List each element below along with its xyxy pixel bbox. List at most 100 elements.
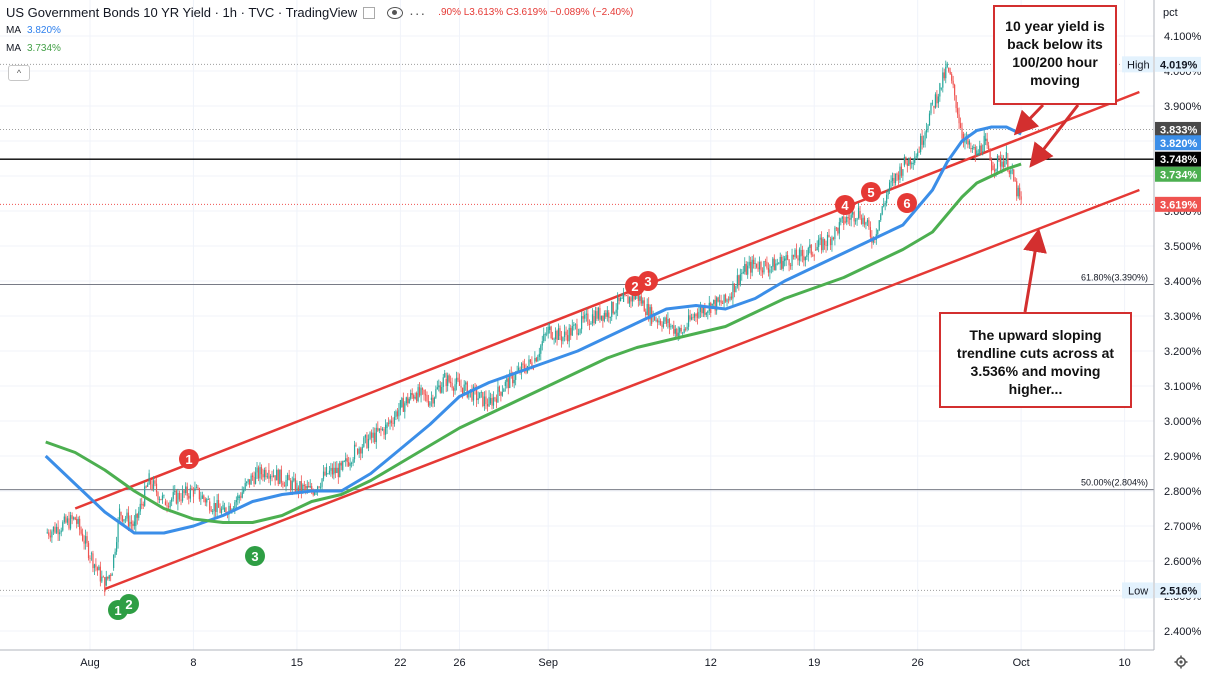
gear-icon[interactable] xyxy=(1174,655,1188,669)
candle-body xyxy=(447,375,449,386)
candle-body xyxy=(707,311,709,313)
candle-body xyxy=(191,488,193,490)
candle-body xyxy=(1017,187,1019,197)
candle-body xyxy=(909,157,911,165)
candle-body xyxy=(1010,170,1012,174)
candle-body xyxy=(327,473,329,475)
candle-body xyxy=(1007,158,1009,171)
moving-averages xyxy=(44,125,1022,535)
candle-body xyxy=(764,261,767,263)
candle-body xyxy=(809,244,811,248)
candle-body xyxy=(414,396,416,399)
candle-body xyxy=(96,567,98,571)
trend-channel[interactable] xyxy=(74,90,1140,591)
candle-body xyxy=(339,462,341,478)
candle-body xyxy=(180,499,182,501)
candle-body xyxy=(905,157,907,164)
candle-body xyxy=(306,486,308,489)
candle-body xyxy=(401,398,403,407)
candle-body xyxy=(646,304,648,316)
candle-body xyxy=(152,480,155,489)
candle-body xyxy=(430,397,433,400)
annotation-top-box[interactable]: 10 year yield is back below its 100/200 … xyxy=(993,5,1117,105)
candle-body xyxy=(704,307,706,315)
candle-body xyxy=(194,488,196,491)
candle-body xyxy=(235,500,237,503)
candle-body xyxy=(268,470,270,479)
candle-body xyxy=(596,311,598,319)
candle-body xyxy=(331,467,333,475)
candle-body xyxy=(77,518,79,524)
candle-body xyxy=(1016,181,1018,197)
candle-body xyxy=(210,510,212,512)
candle-body xyxy=(411,392,413,396)
candle-body xyxy=(241,492,243,498)
candle-body xyxy=(903,157,905,166)
candle-body xyxy=(787,255,789,260)
candle-body xyxy=(423,389,425,395)
candle-body xyxy=(921,135,923,145)
candle-body xyxy=(213,503,215,512)
candle-body xyxy=(677,332,679,337)
ma2-label[interactable]: MA xyxy=(6,43,21,54)
candle-body xyxy=(480,392,482,393)
candle-body xyxy=(167,506,170,508)
y-tick-label: 3.400% xyxy=(1164,276,1202,288)
candle-body xyxy=(263,469,266,478)
candle-body xyxy=(491,397,493,406)
candle-body xyxy=(673,325,675,334)
arrow-to-trendline xyxy=(1023,228,1047,313)
candle-body xyxy=(93,564,96,569)
candle-body xyxy=(492,397,495,406)
candle-body xyxy=(65,516,67,523)
candle-body xyxy=(918,151,920,153)
candle-body xyxy=(742,271,744,274)
candle-body xyxy=(985,138,987,141)
candle-body xyxy=(537,356,539,362)
candle-body xyxy=(840,218,842,223)
candle-body xyxy=(149,480,152,485)
candle-body xyxy=(556,330,558,340)
candle-body xyxy=(998,155,1000,158)
candle-body xyxy=(863,217,866,225)
lower-channel-line[interactable] xyxy=(104,188,1140,591)
x-tick-label: Sep xyxy=(538,657,558,669)
candle-body xyxy=(570,327,572,336)
candle-body xyxy=(466,382,468,398)
candle-body xyxy=(305,486,307,489)
candle-body xyxy=(940,87,942,89)
candle-body xyxy=(917,152,919,157)
candle-body xyxy=(346,458,348,463)
marker-red-4 xyxy=(835,195,855,215)
candle-body xyxy=(498,386,501,392)
candle-body xyxy=(729,296,731,300)
candle-body xyxy=(934,94,937,108)
upper-channel-line[interactable] xyxy=(74,90,1140,510)
collapse-legend-button[interactable]: ^ xyxy=(8,65,30,81)
more-icon[interactable]: ··· xyxy=(409,5,427,21)
compare-checkbox[interactable] xyxy=(363,7,376,19)
low-label: Low xyxy=(1128,585,1148,597)
y-tick-label: 3.500% xyxy=(1164,241,1202,253)
time-axis[interactable]: Aug 8 15 22 26 Sep 12 19 26 Oct 10 xyxy=(0,649,1154,674)
candle-body xyxy=(1002,161,1005,168)
candle-body xyxy=(367,438,370,449)
candle-body xyxy=(141,503,143,505)
candle-body xyxy=(588,324,591,326)
candle-body xyxy=(254,472,257,484)
candle-body xyxy=(229,505,232,512)
candle-body xyxy=(798,249,801,261)
eye-icon[interactable] xyxy=(387,7,404,19)
candle-body xyxy=(788,259,790,266)
candle-body xyxy=(949,71,951,75)
candle-body xyxy=(999,157,1002,167)
candle-body xyxy=(930,102,932,114)
candle-body xyxy=(139,503,141,512)
candle-body xyxy=(522,363,524,365)
candle-body xyxy=(386,422,388,428)
price-axis[interactable]: pct4.100%4.000%3.900%3.800%3.700%3.600%3… xyxy=(1153,0,1208,674)
ma1-label[interactable]: MA xyxy=(6,25,21,36)
annotation-bottom-box[interactable]: The upward sloping trendline cuts across… xyxy=(939,312,1132,408)
